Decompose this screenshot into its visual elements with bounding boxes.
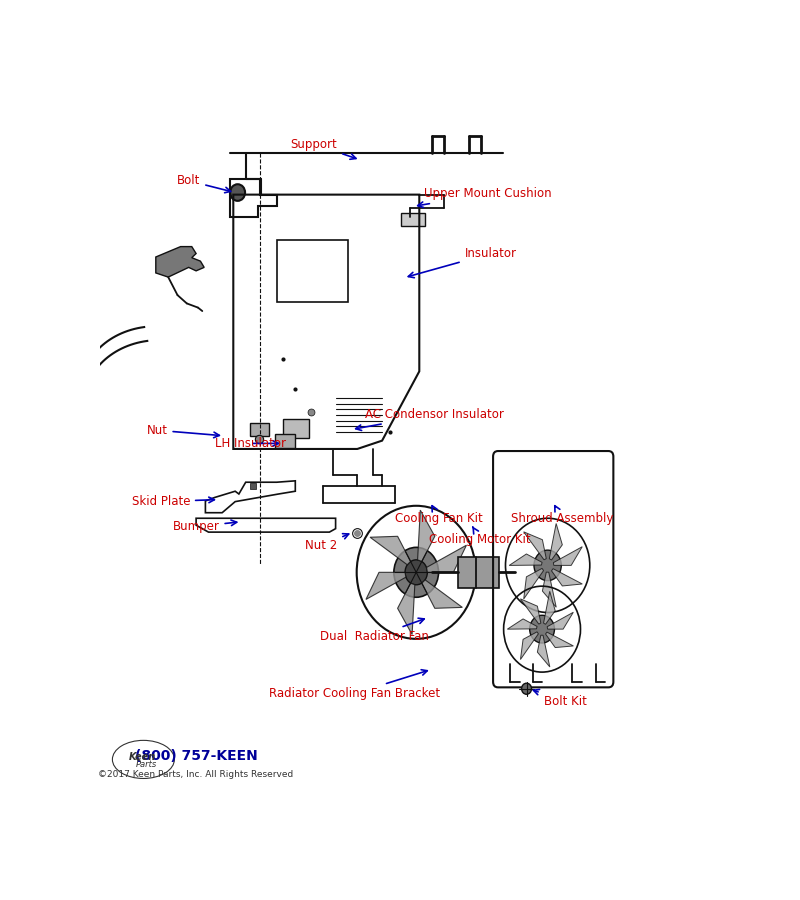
Polygon shape [524, 532, 546, 560]
Text: Nut 2: Nut 2 [306, 534, 349, 553]
Circle shape [522, 683, 531, 694]
Polygon shape [521, 632, 538, 660]
Text: Keen: Keen [129, 752, 156, 762]
Polygon shape [370, 536, 410, 565]
Polygon shape [546, 632, 574, 648]
Polygon shape [398, 583, 415, 634]
Text: Radiator Cooling Fan Bracket: Radiator Cooling Fan Bracket [269, 670, 440, 700]
Polygon shape [507, 619, 537, 629]
Text: Support: Support [290, 138, 356, 159]
Polygon shape [551, 569, 582, 586]
Polygon shape [524, 569, 543, 599]
Text: Nut: Nut [146, 424, 219, 437]
Text: Bolt Kit: Bolt Kit [534, 689, 586, 707]
Text: AC Condensor Insulator: AC Condensor Insulator [356, 408, 504, 430]
Bar [402, 213, 425, 226]
Text: Shroud Assembly: Shroud Assembly [510, 506, 613, 526]
Text: Parts: Parts [136, 760, 157, 770]
Text: Insulator: Insulator [408, 247, 517, 278]
Circle shape [230, 184, 245, 201]
Circle shape [530, 616, 554, 643]
Polygon shape [418, 510, 435, 562]
Polygon shape [543, 591, 555, 625]
Text: Skid Plate: Skid Plate [131, 495, 214, 508]
Text: Cooling Motor Kit: Cooling Motor Kit [430, 527, 531, 545]
Bar [275, 434, 294, 447]
Text: Cooling Fan Kit: Cooling Fan Kit [395, 506, 483, 526]
Polygon shape [422, 580, 462, 608]
Polygon shape [520, 598, 541, 624]
Text: Bumper: Bumper [173, 520, 237, 533]
Polygon shape [156, 247, 204, 277]
Polygon shape [538, 635, 550, 667]
Text: ©2017 Keen Parts, Inc. All Rights Reserved: ©2017 Keen Parts, Inc. All Rights Reserv… [98, 770, 294, 779]
Polygon shape [554, 546, 582, 565]
Polygon shape [547, 612, 574, 629]
Circle shape [405, 560, 427, 585]
Text: Bolt: Bolt [177, 175, 230, 193]
Bar [458, 557, 498, 588]
Polygon shape [510, 554, 542, 565]
Polygon shape [542, 572, 556, 608]
Text: LH Insulator: LH Insulator [214, 436, 286, 450]
Text: Upper Mount Cushion: Upper Mount Cushion [418, 187, 551, 208]
Bar [250, 423, 269, 436]
Circle shape [534, 550, 562, 580]
Text: (800) 757-KEEN: (800) 757-KEEN [134, 749, 258, 763]
Text: Dual  Radiator Fan: Dual Radiator Fan [320, 618, 429, 644]
Polygon shape [366, 572, 406, 599]
Circle shape [394, 547, 438, 598]
Polygon shape [426, 545, 466, 572]
Polygon shape [550, 524, 562, 560]
Bar [277, 239, 348, 302]
Bar [283, 419, 309, 438]
